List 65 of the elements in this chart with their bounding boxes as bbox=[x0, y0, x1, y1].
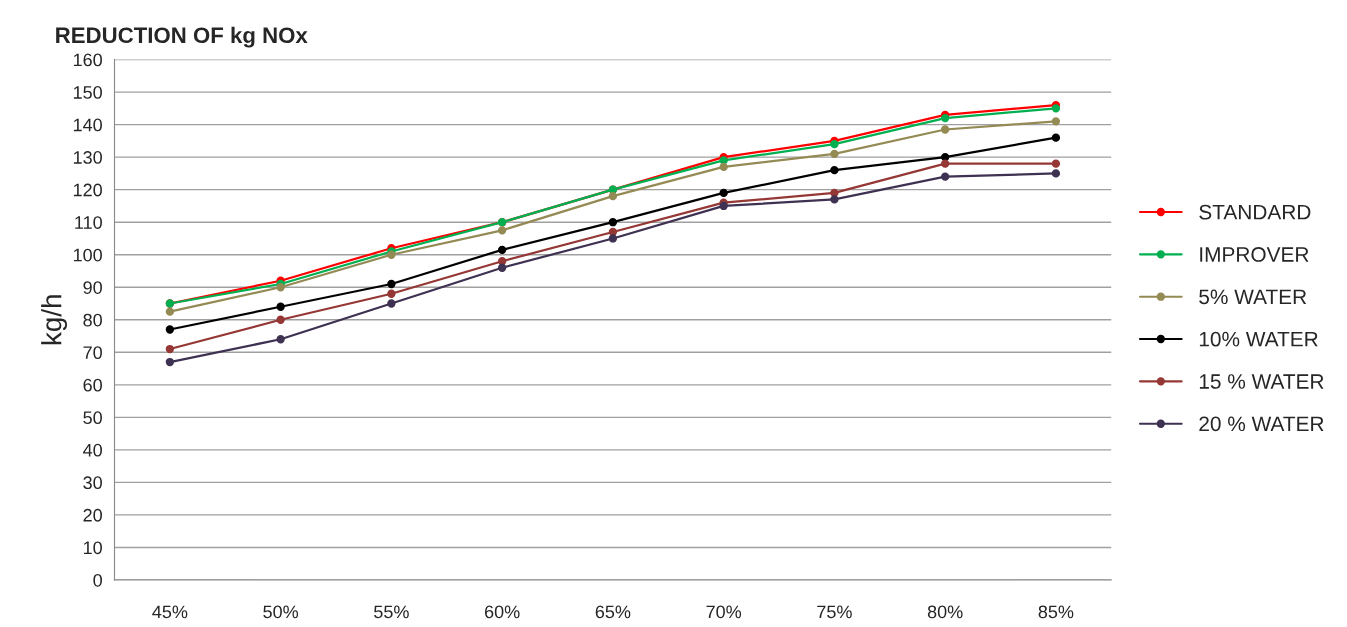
x-tick-label: 75% bbox=[817, 605, 852, 619]
point bbox=[1051, 117, 1061, 126]
x-tick-label: 60% bbox=[484, 605, 520, 619]
point bbox=[940, 172, 950, 181]
point bbox=[497, 263, 507, 272]
point bbox=[608, 192, 618, 201]
point bbox=[497, 226, 507, 235]
y-tick-label: 150 bbox=[73, 86, 102, 99]
point bbox=[165, 307, 175, 316]
point bbox=[940, 159, 950, 168]
legend-label: 5% WATER bbox=[1199, 289, 1307, 305]
x-tick-label: 85% bbox=[1038, 605, 1074, 619]
point bbox=[719, 188, 728, 198]
y-tick-label: 100 bbox=[73, 248, 102, 262]
y-tick-label: 90 bbox=[83, 281, 102, 294]
y-tick-label: 120 bbox=[73, 183, 102, 197]
point bbox=[276, 335, 285, 344]
y-tick-label: 0 bbox=[93, 573, 102, 587]
point bbox=[830, 195, 839, 204]
legend-label: IMPROVER bbox=[1200, 247, 1309, 262]
y-tick-label: 40 bbox=[83, 443, 102, 457]
x-tick-label: 50% bbox=[263, 605, 299, 619]
point bbox=[387, 289, 396, 298]
point bbox=[1051, 169, 1061, 178]
y-tick-label: 20 bbox=[83, 508, 102, 522]
y-tick-label: 110 bbox=[75, 216, 102, 229]
point bbox=[276, 302, 285, 311]
point bbox=[719, 201, 728, 211]
x-tick-label: 80% bbox=[927, 605, 963, 619]
x-tick-label: 45% bbox=[152, 605, 188, 619]
point bbox=[1051, 159, 1061, 168]
point bbox=[940, 125, 950, 134]
point bbox=[165, 357, 175, 367]
y-tick-label: 130 bbox=[73, 151, 102, 164]
point bbox=[165, 344, 175, 354]
legend-label: 20 % WATER bbox=[1199, 416, 1324, 432]
x-tick-label: 70% bbox=[706, 605, 742, 619]
point bbox=[165, 325, 175, 334]
legend-label: STANDARD bbox=[1199, 204, 1311, 220]
point bbox=[830, 149, 839, 159]
y-tick-label: 60 bbox=[83, 378, 102, 392]
chart-title: REDUCTION OF kg NOx bbox=[56, 26, 308, 48]
y-tick-label: 50 bbox=[83, 411, 102, 425]
y-tick-label: 160 bbox=[73, 53, 102, 67]
legend-label: 15 % WATER bbox=[1199, 374, 1324, 389]
y-tick-label: 140 bbox=[73, 118, 102, 132]
point bbox=[719, 162, 728, 172]
point bbox=[1051, 104, 1061, 113]
point bbox=[276, 283, 285, 292]
point bbox=[830, 165, 839, 175]
y-tick-label: 80 bbox=[83, 313, 102, 327]
x-tick-label: 55% bbox=[374, 605, 409, 619]
y-tick-label: 70 bbox=[83, 346, 102, 360]
point bbox=[387, 299, 396, 308]
point bbox=[387, 279, 396, 289]
legend-label: 10% WATER bbox=[1199, 331, 1318, 347]
point bbox=[608, 234, 618, 243]
point bbox=[1051, 133, 1061, 142]
y-axis-title: kg/h bbox=[41, 295, 68, 345]
point bbox=[276, 315, 285, 324]
y-tick-label: 30 bbox=[83, 476, 102, 490]
point bbox=[608, 218, 618, 227]
x-tick-label: 65% bbox=[595, 605, 631, 619]
point bbox=[497, 245, 507, 255]
y-tick-label: 10 bbox=[83, 541, 102, 555]
